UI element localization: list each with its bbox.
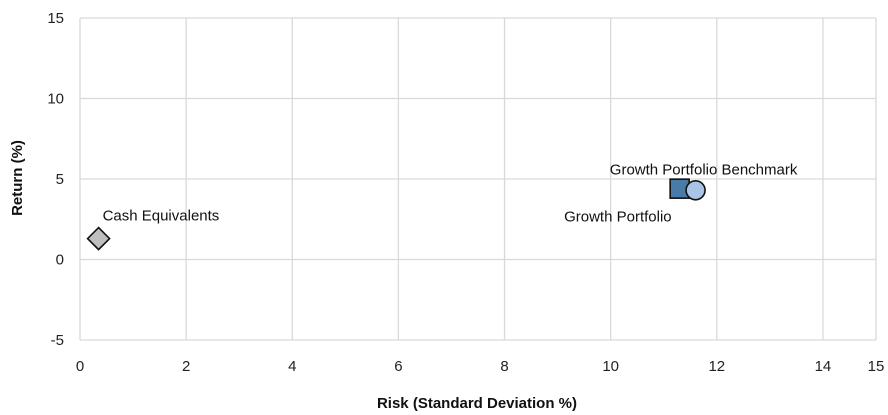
x-tick-label: 15 <box>868 358 885 375</box>
x-axis-title: Risk (Standard Deviation %) <box>377 395 577 412</box>
point-labels: Cash Equivalents Growth Portfolio Growth P… <box>103 161 798 225</box>
x-tick-label: 4 <box>288 358 296 375</box>
y-tick-label: 5 <box>56 171 64 188</box>
y-tick-label: -5 <box>51 332 64 349</box>
y-tick-label: 10 <box>47 91 64 108</box>
point-label: Growth Portfolio Benchmark <box>610 161 798 178</box>
y-tick-label: 0 <box>56 252 64 269</box>
tick-labels: -5 0 5 10 15 0 2 4 6 8 10 12 14 15 <box>47 10 884 375</box>
x-tick-label: 2 <box>182 358 190 375</box>
x-tick-label: 6 <box>394 358 402 375</box>
x-tick-label: 14 <box>815 358 832 375</box>
diamond-marker <box>86 226 111 251</box>
x-tick-label: 10 <box>602 358 619 375</box>
y-tick-label: 15 <box>47 10 64 27</box>
circle-marker <box>685 179 706 201</box>
data-points <box>86 178 706 251</box>
point-label: Cash Equivalents <box>103 208 220 225</box>
y-axis-title: Return (%) <box>9 140 26 216</box>
x-tick-label: 0 <box>76 358 84 375</box>
x-tick-label: 8 <box>500 358 508 375</box>
x-tick-label: 12 <box>708 358 725 375</box>
grid <box>79 17 877 341</box>
point-label: Growth Portfolio <box>564 209 672 226</box>
